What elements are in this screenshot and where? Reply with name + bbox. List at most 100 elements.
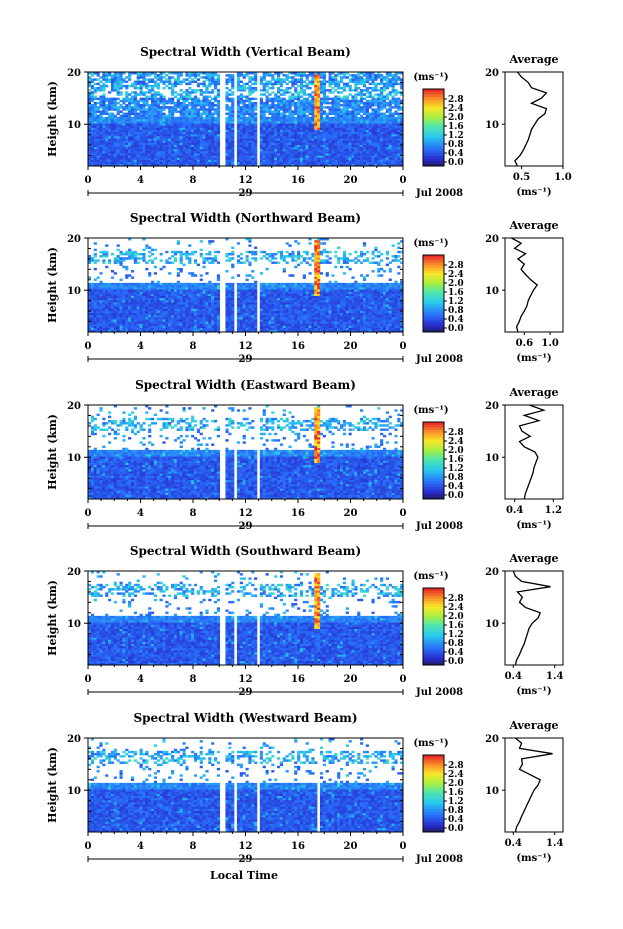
heatmap-cell: [130, 319, 135, 322]
heatmap-cell: [102, 104, 106, 107]
heatmap-cell: [259, 97, 263, 101]
heatmap-cell: [130, 106, 135, 109]
heatmap-cell: [99, 155, 103, 158]
heatmap-cell: [211, 131, 215, 135]
heatmap-cell: [119, 325, 123, 329]
heatmap-cell: [371, 136, 375, 139]
heatmap-cell: [362, 155, 367, 158]
heatmap-cell: [139, 146, 143, 150]
heatmap-cell: [239, 146, 243, 150]
heatmap-cell: [397, 108, 401, 111]
heatmap-cell: [119, 76, 123, 79]
heatmap-cell: [311, 80, 315, 83]
heatmap-cell: [130, 108, 135, 111]
heatmap-cell: [99, 131, 103, 135]
heatmap-cell: [113, 282, 117, 286]
heatmap-cell: [113, 261, 117, 264]
heatmap-cell: [400, 80, 404, 83]
heatmap-cell: [345, 159, 349, 163]
heatmap-cell: [122, 159, 126, 163]
heatmap-cell: [125, 131, 129, 135]
heatmap-cell: [173, 138, 178, 141]
heatmap-cell: [274, 99, 278, 103]
heatmap-cell: [165, 293, 169, 296]
heatmap-cell: [130, 155, 135, 158]
heatmap-cell: [311, 151, 315, 154]
heatmap-cell: [334, 148, 338, 152]
heatmap-cell: [311, 119, 315, 122]
heatmap-cell: [145, 312, 149, 316]
heatmap-cell: [328, 101, 332, 105]
heatmap-cell: [88, 114, 92, 118]
heatmap-cell: [351, 129, 355, 133]
heatmap-cell: [159, 129, 163, 133]
heatmap-cell: [193, 114, 198, 118]
heatmap-cell: [311, 106, 315, 109]
heatmap-cell: [128, 163, 132, 167]
heatmap-cell: [400, 138, 404, 141]
heatmap-cell: [110, 314, 115, 318]
heatmap-cell: [133, 112, 137, 116]
heatmap-cell: [371, 89, 375, 92]
heatmap-cell: [362, 151, 367, 154]
heatmap-cell: [148, 317, 152, 320]
heatmap-cell: [365, 161, 369, 165]
heatmap-cell: [171, 108, 175, 111]
heatmap-cell: [262, 76, 266, 79]
heatmap-cell: [340, 148, 344, 152]
heatmap-cell: [299, 138, 304, 141]
heatmap-cell: [93, 157, 97, 160]
heatmap-cell: [193, 127, 198, 130]
heatmap-cell: [365, 91, 369, 94]
heatmap-cell: [331, 116, 335, 120]
heatmap-cell: [196, 99, 200, 103]
heatmap-cell: [159, 138, 163, 141]
heatmap-cell: [337, 95, 341, 98]
heatmap-cell: [314, 136, 318, 139]
heatmap-cell: [236, 74, 241, 77]
heatmap-cell: [262, 104, 266, 107]
heatmap-cell: [119, 159, 123, 163]
heatmap-cell: [397, 106, 401, 109]
heatmap-cell: [125, 108, 129, 111]
heatmap-cell: [380, 125, 384, 128]
heatmap-cell: [340, 127, 344, 130]
heatmap-cell: [248, 72, 252, 75]
heatmap-cell: [342, 101, 347, 105]
heatmap-cell: [119, 312, 123, 316]
heatmap-cell: [282, 163, 286, 167]
heatmap-cell: [133, 146, 137, 150]
heatmap-cell: [139, 282, 143, 286]
heatmap-cell: [317, 108, 321, 111]
heatmap-cell: [242, 161, 246, 165]
heatmap-cell: [242, 101, 246, 105]
heatmap-cell: [105, 255, 109, 258]
heatmap-cell: [156, 325, 160, 329]
heatmap-cell: [93, 295, 97, 299]
heatmap-cell: [311, 157, 315, 160]
heatmap-cell: [196, 131, 200, 135]
heatmap-cell: [96, 108, 100, 111]
heatmap-cell: [328, 74, 332, 77]
heatmap-cell: [148, 146, 152, 150]
heatmap-cell: [93, 259, 97, 262]
heatmap-cell: [188, 76, 192, 79]
heatmap-cell: [136, 289, 140, 292]
heatmap-cell: [216, 89, 221, 92]
heatmap-cell: [165, 78, 169, 81]
heatmap-cell: [136, 146, 140, 150]
heatmap-cell: [153, 108, 158, 111]
heatmap-cell: [122, 121, 126, 124]
heatmap-cell: [145, 78, 149, 81]
heatmap-cell: [102, 86, 106, 90]
heatmap-cell: [165, 312, 169, 316]
heatmap-cell: [391, 114, 395, 118]
heatmap-cell: [122, 138, 126, 141]
heatmap-cell: [305, 157, 309, 160]
average-y-tick-label: 10: [485, 120, 499, 131]
heatmap-cell: [205, 78, 209, 81]
heatmap-cell: [156, 159, 160, 163]
heatmap-cell: [294, 121, 298, 124]
heatmap-cell: [357, 76, 361, 79]
heatmap-cell: [148, 306, 152, 309]
